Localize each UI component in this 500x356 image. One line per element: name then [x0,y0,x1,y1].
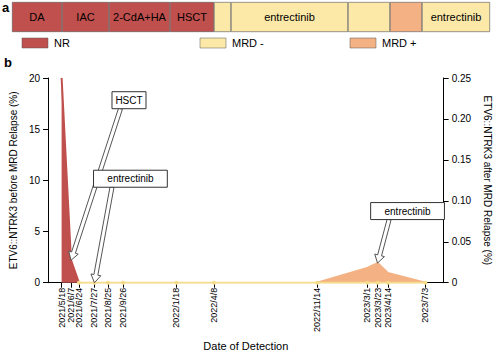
svg-text:0.15: 0.15 [452,154,472,165]
svg-text:2023/7/3: 2023/7/3 [420,288,430,323]
svg-text:2023/3/1: 2023/3/1 [362,288,372,323]
svg-text:20: 20 [29,73,41,84]
svg-text:2023/4/14: 2023/4/14 [383,288,393,328]
svg-text:0.05: 0.05 [452,236,472,247]
svg-text:2021/8/25: 2021/8/25 [103,288,113,328]
svg-text:2022/1/18: 2022/1/18 [171,288,181,328]
svg-text:HSCT: HSCT [115,95,142,106]
svg-text:ETV6::NTRK3 before MRD Relapse: ETV6::NTRK3 before MRD Relapse (%) [8,91,19,269]
svg-text:2021/6/7: 2021/6/7 [66,287,76,323]
svg-text:b: b [4,55,12,70]
svg-text:2021/7/27: 2021/7/27 [89,288,99,328]
svg-text:HSCT: HSCT [177,11,207,23]
svg-text:0.20: 0.20 [452,113,472,124]
svg-text:a: a [2,0,10,15]
svg-text:2023/3/23: 2023/3/23 [373,288,383,328]
svg-text:2021/5/18: 2021/5/18 [56,287,67,328]
svg-text:entrectinib: entrectinib [264,11,315,23]
svg-text:0.10: 0.10 [452,195,472,206]
svg-text:entrectinib: entrectinib [107,173,154,184]
svg-text:2022/4/8: 2022/4/8 [209,288,219,323]
svg-text:NR: NR [54,37,70,49]
svg-text:10: 10 [29,175,41,186]
svg-text:IAC: IAC [76,11,94,23]
svg-text:ETV6::NTRK3 after MRD Relapse: ETV6::NTRK3 after MRD Relapse (%) [482,96,493,266]
svg-text:5: 5 [34,226,40,237]
svg-text:Date of Detection: Date of Detection [203,340,288,352]
svg-text:2-CdA+HA: 2-CdA+HA [113,11,167,23]
svg-text:entrectinib: entrectinib [431,11,482,23]
svg-text:entrectinib: entrectinib [384,206,431,217]
svg-text:DA: DA [29,11,45,23]
svg-text:0: 0 [452,277,458,288]
svg-text:15: 15 [29,124,41,135]
svg-text:0.25: 0.25 [452,73,472,84]
svg-text:0: 0 [34,277,40,288]
svg-text:2022/11/14: 2022/11/14 [312,288,322,332]
svg-text:MRD -: MRD - [232,37,264,49]
svg-text:2021/6/24: 2021/6/24 [74,288,84,328]
svg-text:MRD +: MRD + [382,37,417,49]
svg-text:2021/9/26: 2021/9/26 [118,288,128,328]
